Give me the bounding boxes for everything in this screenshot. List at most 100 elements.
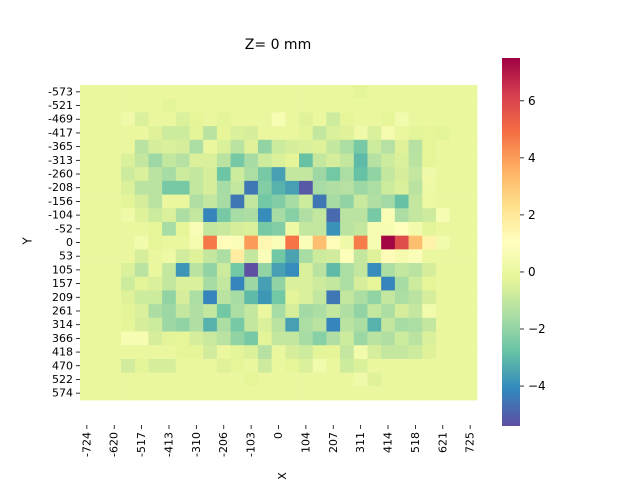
heatmap-cell — [107, 153, 122, 168]
heatmap-cell — [162, 208, 177, 223]
heatmap-cell — [408, 304, 423, 319]
heatmap-cell — [107, 208, 122, 223]
heatmap-cell — [312, 249, 327, 264]
heatmap-cell — [299, 345, 314, 360]
heatmap-cell — [299, 85, 314, 100]
heatmap-cell — [449, 331, 464, 346]
heatmap-cell — [271, 276, 286, 291]
heatmap-cell — [148, 112, 163, 127]
heatmap-cell — [148, 345, 163, 360]
x-axis-ticks: -724 -620 -517 -413 -310 -206 -103 0 104 207 311 41… — [80, 425, 477, 457]
heatmap-cell — [216, 263, 231, 278]
heatmap-cell — [340, 167, 355, 182]
heatmap-cell — [408, 194, 423, 209]
heatmap-cell — [203, 221, 218, 237]
heatmap-cell — [121, 112, 136, 127]
heatmap-cell — [230, 85, 245, 100]
heatmap-cell — [271, 98, 286, 113]
heatmap-cell — [435, 304, 451, 319]
heatmap-cell — [175, 153, 190, 168]
heatmap-cell — [271, 317, 286, 332]
heatmap-cell — [340, 263, 355, 278]
heatmap-cell — [353, 98, 368, 113]
heatmap-cell — [353, 372, 368, 387]
heatmap-cell — [381, 317, 396, 332]
heatmap-cell — [189, 194, 204, 209]
heatmap-cell — [162, 221, 177, 237]
heatmap-cell — [326, 386, 341, 401]
heatmap-cell — [230, 221, 245, 237]
heatmap-cell — [244, 345, 259, 360]
heatmap-cell — [353, 194, 368, 209]
heatmap-cell — [367, 276, 382, 291]
heatmap-cell — [312, 235, 327, 250]
x-tick-label: -310 — [190, 432, 203, 457]
heatmap-cell — [326, 194, 341, 209]
heatmap-cell — [162, 263, 177, 278]
heatmap-cell — [381, 331, 396, 346]
heatmap-cell — [449, 153, 464, 168]
heatmap-cell — [299, 372, 314, 387]
heatmap-cell — [394, 208, 409, 223]
y-tick-label: 157 — [52, 277, 73, 290]
heatmap-cell — [162, 153, 177, 168]
heatmap-cell — [230, 276, 245, 291]
heatmap-cell — [244, 290, 259, 305]
heatmap-cell — [340, 208, 355, 223]
heatmap-cell — [244, 276, 259, 291]
heatmap-cell — [121, 153, 136, 168]
heatmap-cell — [326, 331, 341, 346]
heatmap-cell — [80, 290, 95, 305]
heatmap-cell — [422, 139, 437, 154]
heatmap-cell — [80, 304, 95, 319]
heatmap-cell — [435, 372, 451, 387]
heatmap-cell — [408, 112, 423, 127]
heatmap-cell — [244, 386, 259, 401]
heatmap-cell — [326, 112, 341, 127]
heatmap-cell — [93, 276, 108, 291]
heatmap-cell — [148, 235, 163, 250]
heatmap-cell — [463, 345, 478, 360]
heatmap-cell — [93, 290, 108, 305]
heatmap-cell — [216, 208, 231, 223]
heatmap-cell — [381, 98, 396, 113]
heatmap-cell — [422, 263, 437, 278]
heatmap-cell — [463, 180, 478, 195]
heatmap-cell — [422, 235, 437, 250]
heatmap-cell — [463, 139, 478, 154]
heatmap-cell — [107, 221, 122, 237]
heatmap-cell — [463, 235, 478, 250]
heatmap-cell — [175, 276, 190, 291]
heatmap-cell — [216, 290, 231, 305]
heatmap-cell — [394, 167, 409, 182]
heatmap-cell — [93, 167, 108, 182]
y-tick-label: 366 — [52, 332, 73, 345]
heatmap-cell — [408, 153, 423, 168]
heatmap-cell — [244, 180, 259, 195]
heatmap-cell — [121, 139, 136, 154]
heatmap-cell — [189, 276, 204, 291]
heatmap-cell — [367, 386, 382, 401]
heatmap-cell — [435, 235, 451, 250]
heatmap-cell — [299, 358, 314, 374]
heatmap-cell — [312, 126, 327, 141]
heatmap-cell — [435, 317, 451, 332]
heatmap-cell — [230, 372, 245, 387]
heatmap-cell — [203, 304, 218, 319]
heatmap-cell — [175, 358, 190, 374]
heatmap-cell — [326, 153, 341, 168]
heatmap-cell — [80, 153, 95, 168]
heatmap-cell — [422, 386, 437, 401]
heatmap-cell — [230, 331, 245, 346]
heatmap-cell — [449, 276, 464, 291]
y-tick-label: -417 — [48, 126, 73, 139]
heatmap-cell — [189, 153, 204, 168]
heatmap-cell — [80, 345, 95, 360]
heatmap-cell — [367, 249, 382, 264]
heatmap-cell — [93, 345, 108, 360]
heatmap-cell — [134, 290, 149, 305]
heatmap-cell — [148, 98, 163, 113]
y-tick-label: 574 — [52, 387, 73, 400]
y-tick-label: 53 — [59, 250, 73, 263]
heatmap-cell — [312, 358, 327, 374]
